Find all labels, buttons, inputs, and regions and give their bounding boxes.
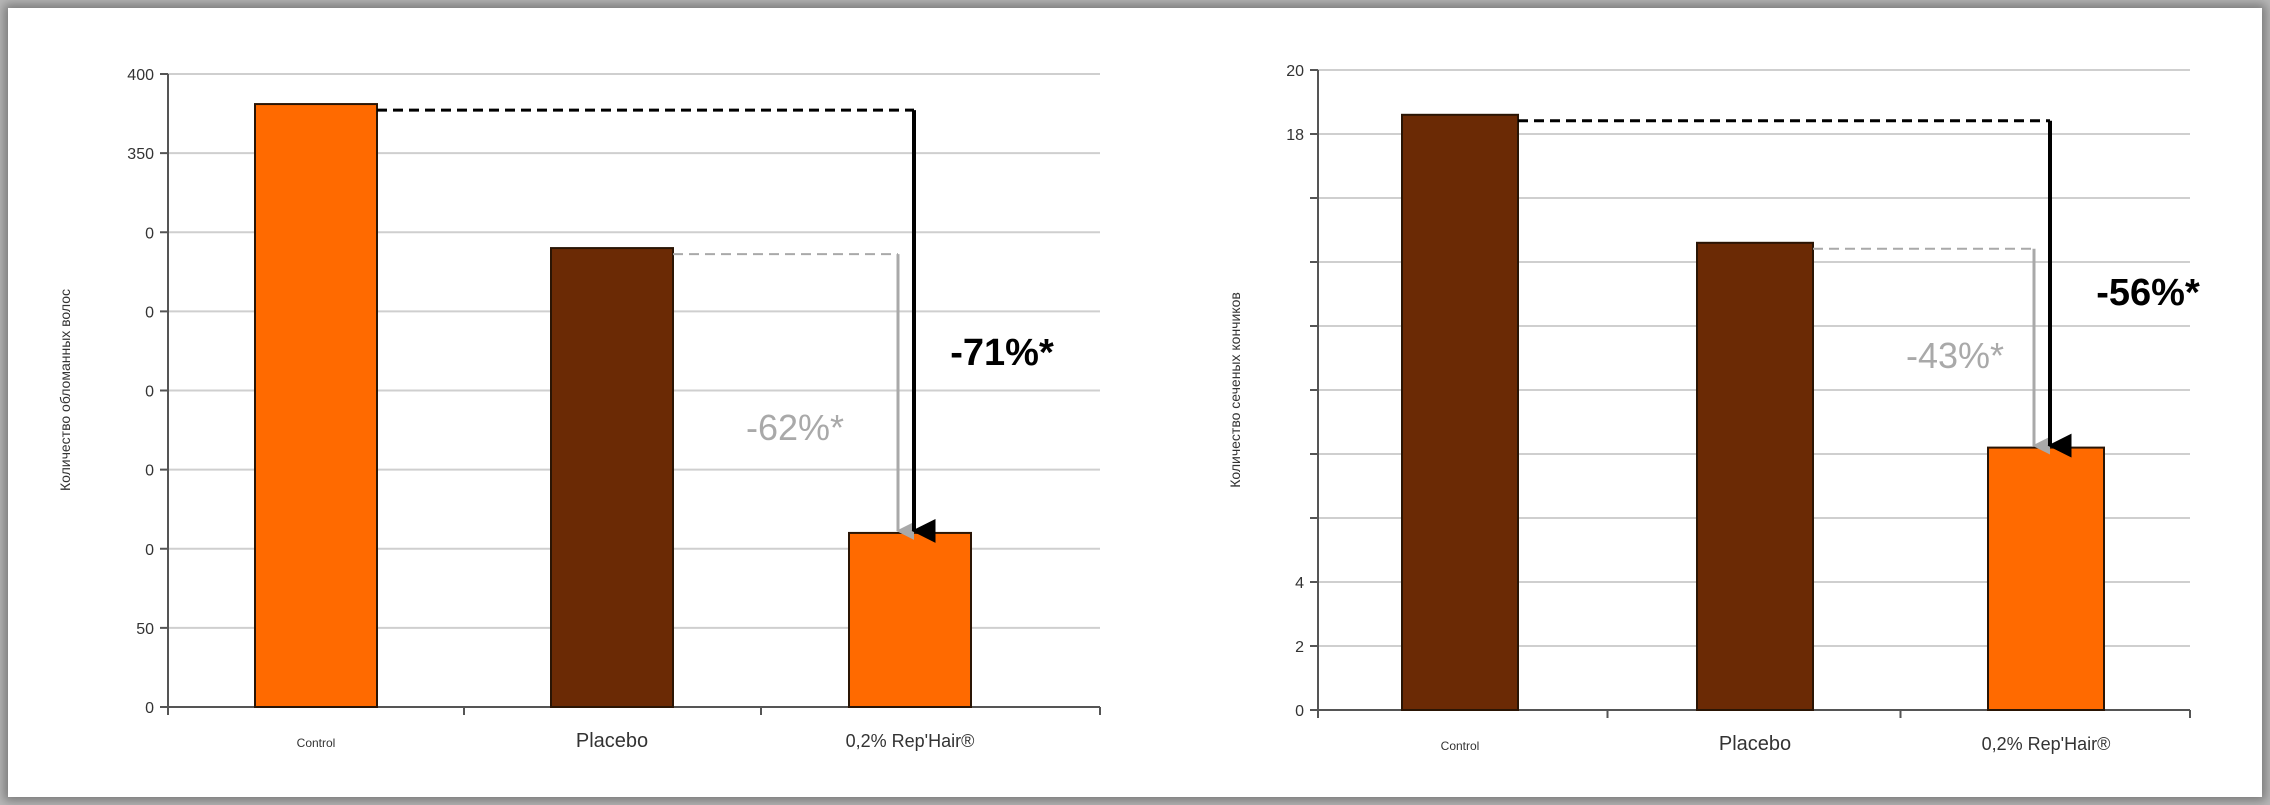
chart-2: 0 2 4 18 20 Control Placebo 0,2% Rep'Hair® Колич… xyxy=(1227,63,2200,755)
chart-1: 0 50 0 0 0 0 0 350 400 Control Placebo 0,2% Rep'Hai… xyxy=(57,67,1101,752)
x-tick-label: 0,2% Rep'Hair® xyxy=(846,731,975,751)
y-tick-label: 0 xyxy=(145,542,154,559)
y-tick-label: 400 xyxy=(127,67,154,84)
y-tick-label: 0 xyxy=(145,384,154,401)
bar-3 xyxy=(848,531,972,708)
bar-1 xyxy=(254,103,378,708)
y-tick-label: 0 xyxy=(145,700,154,717)
bar-2 xyxy=(550,247,674,708)
y-tick-label: 18 xyxy=(1286,127,1304,144)
y-tick-label: 0 xyxy=(1295,703,1304,720)
y-axis-title: Количество обломанных волос xyxy=(57,289,73,491)
y-axis-title: Количество сеченых кончиков xyxy=(1227,292,1243,488)
bar-2 xyxy=(1696,241,1814,712)
y-tick-label: 4 xyxy=(1295,575,1304,592)
reduction-label: -71%* xyxy=(950,332,1054,374)
y-tick-label: 2 xyxy=(1295,639,1304,656)
bar-1 xyxy=(1401,113,1519,712)
bar-3 xyxy=(1987,446,2105,711)
y-tick-label: 20 xyxy=(1286,63,1304,80)
y-tick-label: 0 xyxy=(145,463,154,480)
reduction-label: -62%* xyxy=(746,407,844,448)
figure-frame xyxy=(8,8,2262,797)
x-tick-label: Control xyxy=(297,736,336,750)
reduction-label: -56%* xyxy=(2096,272,2200,314)
x-tick-label: Placebo xyxy=(1719,733,1791,755)
y-tick-label: 50 xyxy=(136,621,154,638)
y-tick-label: 350 xyxy=(127,146,154,163)
y-tick-label: 0 xyxy=(145,304,154,321)
x-tick-label: Control xyxy=(1441,739,1480,753)
x-tick-label: Placebo xyxy=(576,730,648,752)
y-tick-label: 0 xyxy=(145,225,154,242)
reduction-label: -43%* xyxy=(1906,335,2004,376)
x-tick-label: 0,2% Rep'Hair® xyxy=(1982,734,2111,754)
